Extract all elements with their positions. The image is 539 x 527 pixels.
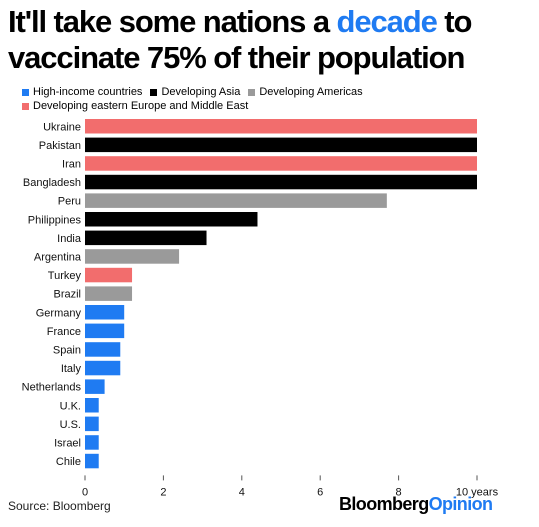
category-label: Iran bbox=[62, 158, 81, 170]
category-label: Bangladesh bbox=[23, 177, 81, 189]
legend-item-developing-americas: Developing Americas bbox=[248, 85, 363, 99]
bar-india bbox=[85, 230, 207, 246]
bar-philippines bbox=[85, 212, 258, 227]
category-label: U.S. bbox=[60, 419, 81, 431]
category-label: Peru bbox=[58, 196, 81, 208]
bar-netherlands bbox=[85, 379, 105, 394]
category-label: Netherlands bbox=[22, 382, 82, 394]
x-tick-label: 6 bbox=[317, 486, 323, 498]
x-tick-label: 2 bbox=[160, 486, 166, 498]
bar-pakistan bbox=[85, 137, 477, 153]
chart-title-line-1: It'll take some nations a decade to bbox=[8, 4, 472, 39]
bar-turkey bbox=[85, 267, 133, 283]
bar-u-s bbox=[85, 416, 99, 432]
legend-item-developing-asia: Developing Asia bbox=[150, 85, 240, 99]
category-label: Argentina bbox=[34, 251, 82, 263]
category-label: Israel bbox=[54, 437, 81, 449]
bar-italy bbox=[85, 360, 121, 376]
category-label: Spain bbox=[53, 344, 81, 356]
legend-item-high-income: High-income countries bbox=[22, 85, 142, 99]
x-tick-label: 10 years bbox=[456, 486, 499, 498]
chart-title-line-2: vaccinate 75% of their population bbox=[8, 40, 465, 75]
legend-row-2: Developing eastern Europe and Middle Eas… bbox=[22, 99, 522, 113]
legend-swatch bbox=[150, 88, 158, 96]
bar-france bbox=[85, 323, 125, 339]
brand-logo: BloombergOpinion bbox=[339, 494, 493, 514]
legend-label: High-income countries bbox=[33, 86, 143, 98]
bar-argentina bbox=[85, 249, 180, 264]
x-tick-label: 0 bbox=[82, 486, 88, 498]
x-tick-label: 4 bbox=[239, 486, 245, 498]
category-label: Brazil bbox=[53, 289, 81, 301]
legend-label: Developing Americas bbox=[259, 86, 363, 98]
category-label: Turkey bbox=[48, 270, 82, 282]
bar-brazil bbox=[85, 286, 133, 301]
bar-u-k bbox=[85, 398, 99, 413]
legend-label: Developing eastern Europe and Middle Eas… bbox=[33, 100, 249, 112]
legend-label: Developing Asia bbox=[161, 86, 241, 98]
category-label: U.K. bbox=[60, 400, 81, 412]
bar-chile bbox=[85, 453, 99, 469]
bar-peru bbox=[85, 193, 387, 208]
legend-swatch bbox=[248, 88, 256, 96]
bar-bangladesh bbox=[85, 174, 477, 190]
legend-swatch bbox=[22, 102, 29, 110]
category-label: Germany bbox=[36, 307, 82, 319]
category-label: France bbox=[47, 326, 81, 338]
x-tick-label: 8 bbox=[396, 486, 402, 498]
category-label: Philippines bbox=[28, 214, 82, 226]
category-label: India bbox=[57, 233, 82, 245]
bar-iran bbox=[85, 156, 477, 171]
category-label: Chile bbox=[56, 456, 81, 468]
legend: High-income countries Developing Asia De… bbox=[22, 85, 522, 113]
category-label: Italy bbox=[61, 363, 82, 375]
bar-spain bbox=[85, 342, 121, 357]
legend-item-developing-europe-me: Developing eastern Europe and Middle Eas… bbox=[22, 99, 248, 113]
bar-ukraine bbox=[85, 119, 477, 134]
source-note: Source: Bloomberg bbox=[8, 499, 111, 513]
bar-germany bbox=[85, 305, 125, 320]
category-label: Ukraine bbox=[43, 121, 81, 133]
category-label: Pakistan bbox=[39, 140, 81, 152]
bar-israel bbox=[85, 435, 99, 450]
legend-row-1: High-income countries Developing Asia De… bbox=[22, 85, 522, 99]
title-highlight: decade bbox=[336, 4, 438, 39]
legend-swatch bbox=[22, 88, 29, 96]
